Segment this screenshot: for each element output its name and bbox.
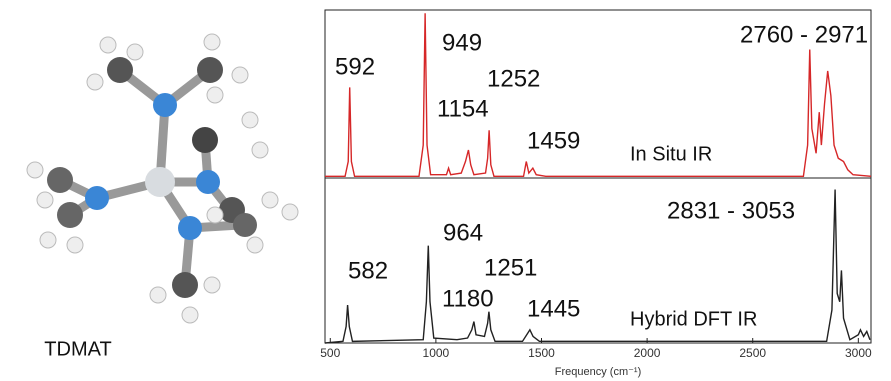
peak-label: 949 [442, 29, 482, 56]
x-tick-label: 500 [320, 346, 340, 360]
peak-label: 1154 [437, 95, 489, 122]
x-axis-label: Frequency (cm⁻¹) [555, 366, 642, 378]
peak-label: 582 [348, 257, 388, 284]
x-tick-label: 1000 [423, 346, 450, 360]
series-label: Hybrid DFT IR [630, 308, 757, 330]
molecule-label: TDMAT [44, 338, 111, 360]
x-tick-label: 2000 [634, 346, 661, 360]
molecule [27, 34, 298, 323]
peak-label: 1180 [442, 285, 494, 312]
figure: TDMAT In Situ IR 592 949 1154 1252 1459 2760 -… [0, 0, 891, 381]
peak-label: 2831 - 3053 [667, 197, 795, 224]
series-label: In Situ IR [630, 143, 712, 165]
peak-label: 2760 - 2971 [740, 21, 868, 48]
x-tick-label: 2500 [739, 346, 766, 360]
peak-label: 1252 [487, 65, 540, 92]
peak-label: 964 [443, 219, 483, 246]
x-tick-label: 3000 [845, 346, 872, 360]
x-tick-label: 1500 [528, 346, 555, 360]
peak-label: 1251 [484, 254, 537, 281]
peak-label: 592 [335, 53, 375, 80]
peak-label: 1445 [527, 295, 580, 322]
peak-label: 1459 [527, 127, 580, 154]
